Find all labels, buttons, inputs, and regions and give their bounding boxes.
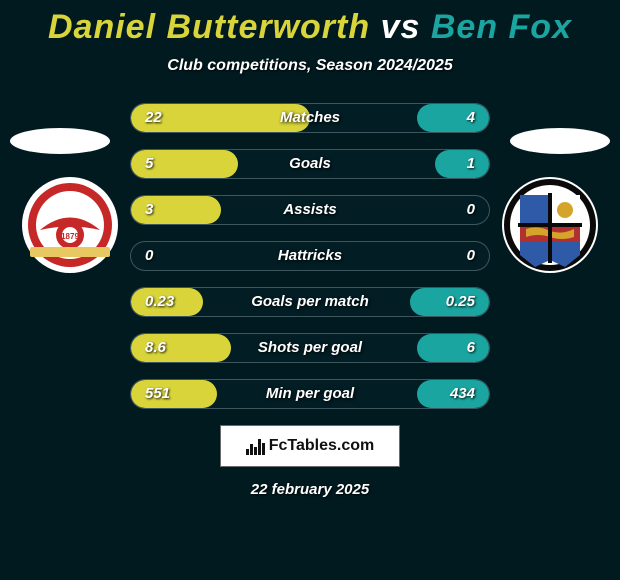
stat-value-left: 8.6	[131, 334, 180, 363]
club-badge-right-svg	[500, 175, 600, 275]
stat-value-left: 5	[131, 150, 167, 179]
team-flag-placeholder-left	[10, 128, 110, 154]
player1-name: Daniel Butterworth	[48, 8, 370, 46]
stat-value-right: 434	[436, 380, 489, 409]
stat-row: Matches22 4	[130, 103, 490, 133]
player2-name: Ben Fox	[431, 8, 572, 46]
brand-text: FcTables.com	[269, 437, 375, 455]
stat-value-left: 22	[131, 104, 176, 133]
stat-value-left: 0.23	[131, 288, 188, 317]
stats-container: Matches224Goals51Assists30Hattricks00Goa…	[130, 103, 490, 409]
vs-text: vs	[381, 8, 421, 46]
stat-label: Shots per goal	[131, 334, 489, 363]
stat-value-left: 0	[131, 242, 167, 271]
stat-row: Assists3 0	[130, 195, 490, 225]
stat-row: Min per goal551434	[130, 379, 490, 409]
stat-value-right: 6	[453, 334, 489, 363]
stat-label: Goals	[131, 150, 489, 179]
club-badge-right	[500, 175, 600, 275]
stat-row: Goals per match0.230.25	[130, 287, 490, 317]
brand-box: FcTables.com	[220, 425, 400, 467]
stat-value-left: 551	[131, 380, 184, 409]
stat-value-right: 0	[453, 196, 489, 225]
bar-chart-icon	[246, 437, 265, 455]
stat-value-right: 0	[453, 242, 489, 271]
page-title: Daniel Butterworth vs Ben Fox	[0, 0, 620, 47]
stat-value-right: 1	[453, 150, 489, 179]
stat-label: Assists	[131, 196, 489, 225]
stat-value-right: 4	[453, 104, 489, 133]
footer-date: 22 february 2025	[0, 481, 620, 498]
stat-value-right: 0.25	[432, 288, 489, 317]
club-badge-left-svg: 1879	[20, 175, 120, 275]
stat-value-left: 3	[131, 196, 167, 225]
stat-row: Shots per goal8.6 6	[130, 333, 490, 363]
stat-label: Matches	[131, 104, 489, 133]
subtitle: Club competitions, Season 2024/2025	[0, 57, 620, 75]
team-flag-placeholder-right	[510, 128, 610, 154]
svg-text:1879: 1879	[61, 232, 79, 241]
stat-label: Hattricks	[131, 242, 489, 271]
stat-row: Goals5 1	[130, 149, 490, 179]
stat-row: Hattricks0 0	[130, 241, 490, 271]
club-badge-left: 1879	[20, 175, 120, 275]
